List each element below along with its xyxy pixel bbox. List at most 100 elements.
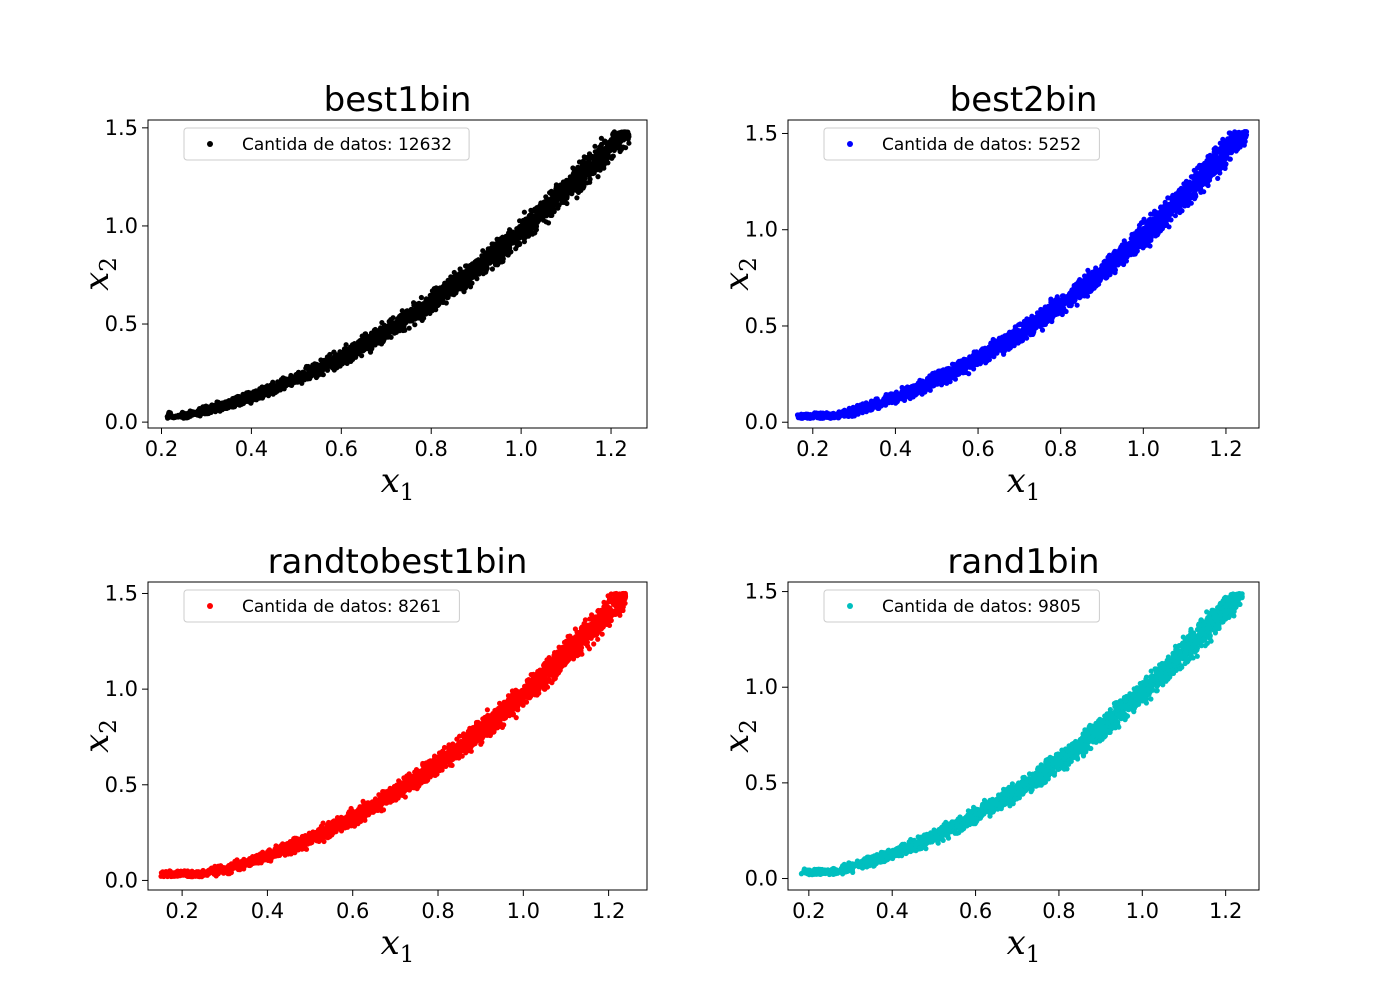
scatter-point [511, 235, 517, 241]
y-tick-label: 0.0 [105, 410, 138, 434]
subplot-2: 0.2 0.4 0.6 0.8 1.0 1.20.00.51.01.5best2binx1… [717, 80, 1260, 506]
scatter-point [1144, 242, 1150, 248]
scatter-point [595, 174, 601, 180]
scatter-point [497, 244, 503, 250]
scatter-point [489, 266, 495, 272]
scatter-point [487, 248, 493, 254]
scatter-point [166, 414, 172, 420]
scatter-point [409, 310, 415, 316]
scatter-point [307, 370, 313, 376]
scatter-point [483, 269, 489, 275]
scatter-point [379, 320, 385, 326]
scatter-point [499, 249, 505, 255]
scatter-point [392, 325, 398, 331]
scatter-point [359, 333, 365, 339]
scatter-point [1086, 270, 1092, 277]
scatter-point [251, 394, 257, 400]
scatter-point [983, 360, 989, 366]
x-tick-label: 0.2 [145, 437, 178, 461]
y-tick-label: 0.5 [105, 312, 138, 336]
scatter-point [255, 394, 262, 401]
scatter-point [549, 212, 555, 218]
scatter-point [961, 359, 967, 365]
scatter-point [458, 281, 464, 287]
scatter-point [932, 370, 938, 376]
scatter-point [581, 154, 587, 160]
scatter-point [1006, 332, 1013, 338]
scatter-point [532, 226, 538, 232]
chart-title: best1bin [324, 80, 472, 120]
x-tick-label: 0.4 [235, 437, 268, 461]
scatter-point [399, 308, 405, 314]
scatter-point [1048, 296, 1054, 302]
scatter-point [272, 386, 278, 392]
scatter-point [351, 341, 358, 347]
scatter-point [615, 144, 621, 150]
scatter-point [574, 195, 580, 201]
scatter-point [1136, 222, 1143, 228]
scatter-point [562, 192, 568, 198]
scatter-point [266, 386, 272, 392]
scatter-point [343, 342, 349, 348]
scatter-point [539, 207, 545, 213]
scatter-point [566, 177, 572, 183]
scatter-point [235, 401, 241, 407]
scatter-point [357, 338, 363, 344]
scatter-point [209, 403, 215, 409]
scatter-point [540, 217, 547, 223]
scatter-point [327, 351, 333, 358]
scatter-point [422, 307, 428, 314]
scatter-point [523, 216, 529, 223]
scatter-point [230, 404, 236, 410]
scatter-point [277, 382, 283, 388]
scatter-point [1207, 152, 1213, 158]
scatter-point [910, 392, 917, 398]
scatter-point [529, 220, 536, 226]
scatter-point [270, 391, 276, 397]
scatter-point [999, 334, 1006, 340]
scatter-point [303, 363, 310, 370]
scatter-point [326, 358, 332, 364]
scatter-point [507, 239, 513, 245]
subplot-1: 0.2 0.4 0.6 0.8 1.0 1.20.00.51.01.5best1binx1… [77, 80, 648, 506]
scatter-point [473, 274, 479, 280]
scatter-point [369, 336, 375, 342]
scatter-point [434, 297, 440, 303]
scatter-point [521, 239, 528, 245]
scatter-point [592, 166, 598, 172]
scatter-point [513, 246, 519, 252]
scatter-point [544, 203, 550, 209]
scatter-point [445, 277, 451, 283]
scatter-point [285, 377, 291, 383]
scatter-point [173, 413, 179, 420]
scatter-point [558, 183, 564, 189]
x-tick-label: 1.0 [504, 437, 537, 461]
scatter-point [349, 353, 355, 359]
scatter-point [398, 319, 404, 325]
y-tick-label: 1.0 [105, 214, 138, 238]
scatter-point [587, 176, 593, 182]
scatter-point [605, 143, 611, 149]
x-tick-label: 0.6 [325, 437, 358, 461]
scatter-point [238, 396, 245, 402]
scatter-point [1177, 206, 1183, 212]
scatter-point [622, 129, 628, 135]
scatter-point [334, 352, 340, 358]
scatter-point [603, 160, 609, 166]
scatter-point [337, 361, 343, 367]
scatter-point [261, 386, 267, 392]
scatter-point [337, 357, 343, 363]
scatter-point [317, 363, 323, 369]
scatter-point [199, 410, 205, 416]
scatter-points [164, 129, 632, 421]
scatter-point [411, 300, 417, 306]
scatter-point [418, 294, 424, 301]
scatter-point [479, 260, 485, 266]
scatter-point [463, 283, 469, 290]
scatter-point [1059, 311, 1065, 318]
scatter-point [416, 305, 422, 311]
scatter-point [537, 202, 543, 208]
scatter-point [598, 135, 605, 141]
scatter-point [549, 201, 555, 207]
